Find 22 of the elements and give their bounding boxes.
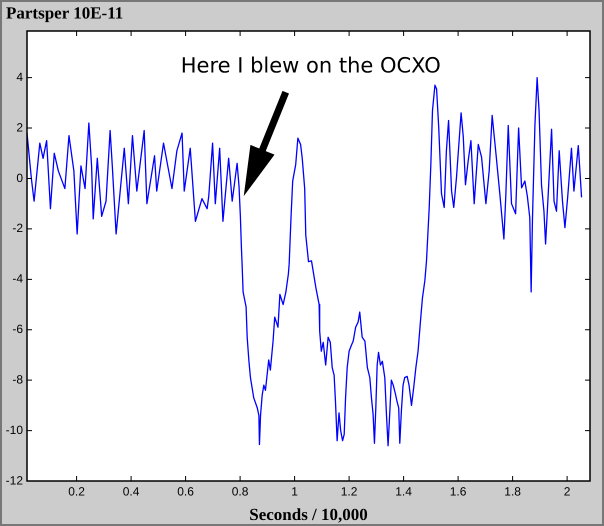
x-tick-label: 1: [291, 484, 298, 499]
x-tick-label: 0.4: [122, 484, 140, 499]
chart-title: Partsper 10E-11: [6, 3, 124, 22]
y-tick-label: -8: [12, 372, 24, 386]
y-tick-label: 4: [16, 70, 24, 84]
x-tick-label: 0.6: [177, 484, 194, 499]
y-tick-label: -2: [12, 221, 24, 236]
y-tick-label: -6: [12, 322, 24, 336]
x-tick-label: 0.8: [232, 484, 249, 499]
x-tick-label: 1.4: [395, 484, 412, 499]
annotation: Here I blew on the OCXO: [180, 54, 441, 78]
y-tick-label: -12: [6, 473, 24, 488]
x-tick-label: 1.2: [340, 484, 358, 499]
x-tick-label: 1.8: [504, 484, 522, 499]
x-tick-label: 1.6: [450, 484, 467, 499]
x-tick-label: 0.2: [68, 484, 86, 499]
y-tick-label: 0: [16, 170, 24, 185]
y-tick-label: 2: [16, 120, 24, 134]
x-axis-title: Seconds / 10,000: [249, 505, 368, 524]
y-tick-label: -10: [6, 422, 24, 437]
x-tick-label: 2: [564, 484, 571, 499]
y-tick-label: -4: [12, 272, 24, 286]
